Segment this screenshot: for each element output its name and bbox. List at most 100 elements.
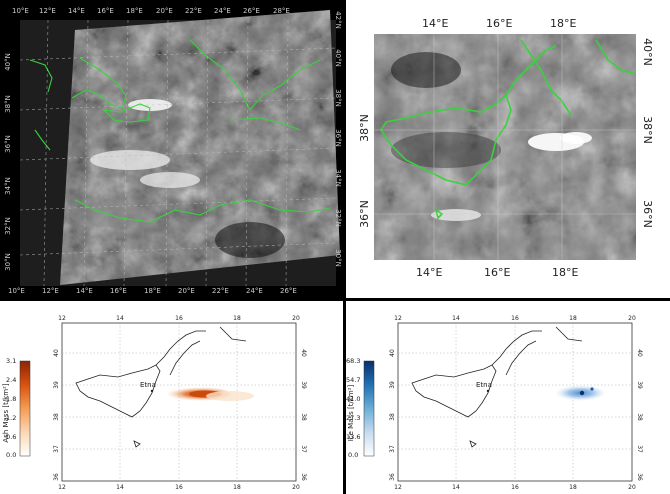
lat-label: 38 bbox=[389, 413, 396, 421]
colorbar-tick: 2.4 bbox=[6, 376, 16, 384]
graticule-lines bbox=[19, 19, 337, 287]
ash-plume-tail bbox=[206, 391, 254, 401]
ash-colorbar bbox=[19, 360, 31, 457]
lon-label: 12 bbox=[394, 484, 402, 491]
lat-label: 38 bbox=[300, 413, 307, 421]
satellite-swath bbox=[60, 10, 340, 285]
lon-label: 16°E bbox=[484, 266, 510, 279]
lon-label: 20 bbox=[628, 315, 636, 322]
vertical-divider bbox=[343, 0, 346, 494]
lon-label: 20°E bbox=[178, 287, 195, 295]
lat-label: 38°N bbox=[641, 116, 654, 144]
lat-label: 40 bbox=[300, 349, 307, 357]
ice-colorbar-ticks: 68.3 54.7 41.0 27.3 13.6 0.0 bbox=[346, 357, 360, 459]
etna-label: Etna bbox=[140, 381, 156, 389]
coastline-overlay bbox=[75, 326, 247, 448]
graticule-lines bbox=[62, 323, 296, 481]
ice-plume-core-2 bbox=[590, 387, 594, 391]
lat-label: 38°N bbox=[4, 95, 12, 113]
lon-label: 18 bbox=[569, 315, 577, 322]
lat-label: 38°N bbox=[334, 89, 342, 107]
lon-label: 12°E bbox=[39, 7, 56, 15]
panel-b-bottom-lon-labels: 14°E 16°E 18°E bbox=[416, 266, 578, 279]
lon-label: 28°E bbox=[273, 7, 290, 15]
panel-a-top-lon-labels: 10°E 12°E 14°E 16°E 18°E 20°E 22°E 24°E … bbox=[12, 7, 290, 15]
lon-label: 22°E bbox=[185, 7, 202, 15]
lon-label: 24°E bbox=[214, 7, 231, 15]
panel-a-right-lat-labels: 42°N 40°N 38°N 36°N 34°N 32°N 30°N bbox=[334, 11, 342, 267]
colorbar-tick: 1.2 bbox=[6, 414, 16, 422]
etna-label: Etna bbox=[476, 381, 492, 389]
ice-mass-map: 68.3 54.7 41.0 27.3 13.6 0.0 Ice Mass [t… bbox=[346, 301, 670, 494]
panel-b-right-lat-labels: 40°N 38°N 36°N bbox=[641, 38, 654, 228]
lon-label: 26°E bbox=[243, 7, 260, 15]
horizontal-divider bbox=[0, 298, 670, 301]
lon-label: 12 bbox=[58, 484, 66, 491]
lon-label: 18 bbox=[233, 484, 241, 491]
lat-label: 39 bbox=[53, 381, 60, 389]
lon-label: 10°E bbox=[12, 7, 29, 15]
lon-label: 14 bbox=[452, 484, 460, 491]
lon-label: 14 bbox=[116, 484, 124, 491]
colorbar-tick: 68.3 bbox=[346, 357, 360, 365]
lon-label: 20°E bbox=[156, 7, 173, 15]
lat-label: 37 bbox=[636, 445, 643, 453]
lat-label: 40 bbox=[636, 349, 643, 357]
ash-colorbar-label: Ash Mass [t/km²] bbox=[2, 383, 10, 442]
ash-right-lat-labels: 40 39 38 37 36 bbox=[300, 349, 307, 481]
ash-left-lat-labels: 40 39 38 37 36 bbox=[53, 349, 60, 481]
lon-label: 16 bbox=[511, 315, 519, 322]
lon-label: 14°E bbox=[76, 287, 93, 295]
panel-a-left-lat-labels: 40°N 38°N 36°N 34°N 32°N 30°N bbox=[4, 53, 12, 271]
lat-label: 36°N bbox=[4, 135, 12, 153]
lat-label: 36 bbox=[636, 473, 643, 481]
graticule-lines bbox=[374, 34, 636, 260]
satellite-image-zoom bbox=[374, 34, 636, 260]
lon-label: 18°E bbox=[552, 266, 578, 279]
lat-label: 32°N bbox=[4, 217, 12, 235]
lat-label: 37 bbox=[53, 445, 60, 453]
ash-colorbar-ticks: 3.1 2.4 1.8 1.2 0.6 0.0 bbox=[6, 357, 16, 459]
lon-label: 10°E bbox=[8, 287, 25, 295]
colorbar-tick: 41.0 bbox=[346, 395, 360, 403]
lon-label: 20 bbox=[292, 315, 300, 322]
lat-label: 34°N bbox=[4, 177, 12, 195]
panel-a-bottom-lon-labels: 10°E 12°E 14°E 16°E 18°E 20°E 22°E 24°E … bbox=[8, 287, 297, 295]
lat-label: 42°N bbox=[334, 11, 342, 29]
ice-plume bbox=[552, 385, 604, 401]
ice-left-lat-labels: 40 39 38 37 36 bbox=[389, 349, 396, 481]
lat-label: 37 bbox=[389, 445, 396, 453]
lat-label: 36 bbox=[389, 473, 396, 481]
lat-label: 30°N bbox=[4, 253, 12, 271]
lon-label: 18°E bbox=[144, 287, 161, 295]
ash-top-lon-labels: 12 14 16 18 20 bbox=[58, 315, 300, 322]
lat-label: 38 bbox=[636, 413, 643, 421]
lon-label: 20 bbox=[628, 484, 636, 491]
lat-label: 39 bbox=[636, 381, 643, 389]
lat-label: 40°N bbox=[641, 38, 654, 66]
lat-label: 40°N bbox=[4, 53, 12, 71]
coastline-overlay bbox=[380, 39, 637, 220]
satellite-panel-zoom: 14°E 16°E 18°E 14°E 16°E 18°E 38°N 36°N … bbox=[346, 0, 670, 298]
lat-label: 40 bbox=[389, 349, 396, 357]
lon-label: 18°E bbox=[550, 17, 576, 30]
ice-map-frame bbox=[397, 322, 633, 482]
ash-map-frame bbox=[61, 322, 297, 482]
ash-bottom-lon-labels: 12 14 16 18 20 bbox=[58, 484, 300, 491]
lon-label: 20 bbox=[292, 484, 300, 491]
ice-top-lon-labels: 12 14 16 18 20 bbox=[394, 315, 636, 322]
colorbar-tick: 3.1 bbox=[6, 357, 16, 365]
lat-label: 30°N bbox=[334, 249, 342, 267]
lon-label: 16°E bbox=[97, 7, 114, 15]
lon-label: 14 bbox=[116, 315, 124, 322]
ash-mass-map: 3.1 2.4 1.8 1.2 0.6 0.0 Ash Mass [t/km²]… bbox=[0, 301, 343, 494]
lon-label: 26°E bbox=[280, 287, 297, 295]
lon-label: 14°E bbox=[68, 7, 85, 15]
lat-label: 38 bbox=[53, 413, 60, 421]
colorbar-tick: 13.6 bbox=[346, 433, 360, 441]
lon-label: 12°E bbox=[42, 287, 59, 295]
colorbar-tick: 1.8 bbox=[6, 395, 16, 403]
ice-colorbar bbox=[363, 360, 375, 457]
lon-label: 16 bbox=[175, 484, 183, 491]
lat-label: 40°N bbox=[334, 49, 342, 67]
